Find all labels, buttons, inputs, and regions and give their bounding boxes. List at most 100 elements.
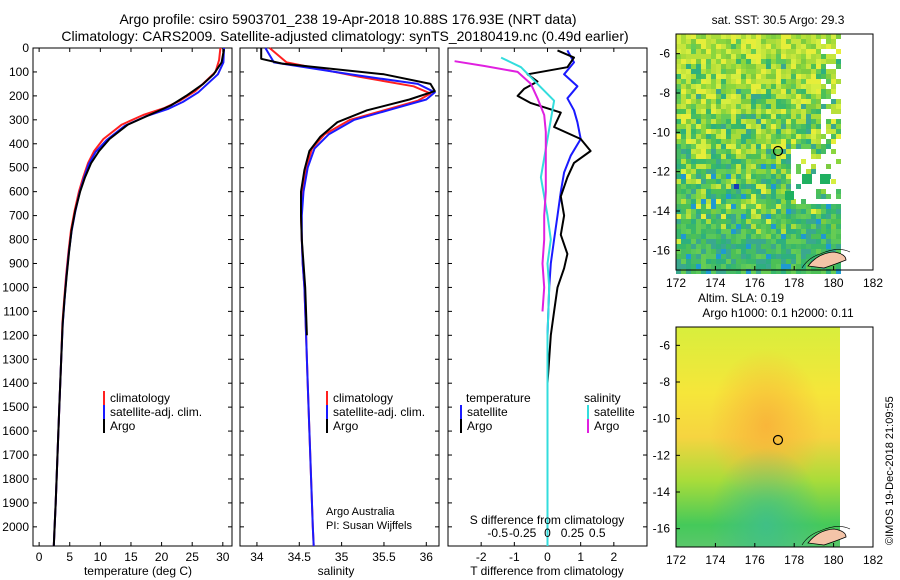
depth-axis-ticks: 0100200300400500600700800900100011001200… bbox=[2, 41, 232, 534]
sst-cell bbox=[706, 194, 711, 199]
sst-cell bbox=[826, 44, 831, 49]
sst-cell bbox=[766, 59, 771, 64]
sst-cell bbox=[826, 229, 831, 234]
sst-cell bbox=[796, 264, 801, 269]
sst-cell bbox=[701, 249, 706, 254]
sst-cell bbox=[791, 244, 796, 249]
sst-cell bbox=[776, 234, 781, 239]
sst-cell bbox=[756, 189, 761, 194]
sst-cell bbox=[696, 109, 701, 114]
sst-cell bbox=[781, 169, 786, 174]
sst-cell bbox=[781, 254, 786, 259]
temperature-axis-label: temperature (deg C) bbox=[84, 564, 192, 578]
sst-cell bbox=[801, 244, 806, 249]
sst-cell bbox=[751, 84, 756, 89]
sst-cell bbox=[781, 174, 786, 179]
sst-cell bbox=[676, 239, 681, 244]
sst-cell bbox=[716, 184, 721, 189]
sst-cell bbox=[816, 129, 821, 134]
sst-cell bbox=[781, 179, 786, 184]
sst-cell bbox=[816, 114, 821, 119]
sst-cell bbox=[726, 144, 731, 149]
sst-cell bbox=[746, 109, 751, 114]
sst-cell bbox=[751, 149, 756, 154]
sst-cell bbox=[681, 159, 686, 164]
sst-cell bbox=[746, 94, 751, 99]
sst-cell bbox=[786, 169, 791, 174]
sst-cell bbox=[676, 39, 681, 44]
x-tick-label: 30 bbox=[216, 550, 230, 564]
attribution-line-1: Argo Australia bbox=[326, 506, 395, 518]
sst-cell bbox=[786, 49, 791, 54]
sst-cell bbox=[776, 164, 781, 169]
t-difference-axis-label: T difference from climatology bbox=[470, 564, 624, 578]
sst-cell bbox=[681, 114, 686, 119]
sst-cell bbox=[771, 199, 776, 204]
sst-cell bbox=[791, 259, 796, 264]
sst-cell bbox=[731, 84, 736, 89]
sst-cell bbox=[816, 39, 821, 44]
sst-cell bbox=[681, 154, 686, 159]
sst-cell bbox=[716, 114, 721, 119]
sst-cell bbox=[801, 239, 806, 244]
sst-cell bbox=[706, 234, 711, 239]
sst-cell bbox=[781, 124, 786, 129]
sst-cell bbox=[756, 134, 761, 139]
sst-cell bbox=[816, 189, 821, 194]
sst-cell bbox=[791, 59, 796, 64]
sst-cell bbox=[726, 94, 731, 99]
sst-cell bbox=[736, 89, 741, 94]
sst-cell bbox=[721, 174, 726, 179]
sst-cell bbox=[796, 99, 801, 104]
sst-cell bbox=[831, 204, 836, 209]
sst-cell bbox=[706, 49, 711, 54]
sst-cell bbox=[766, 239, 771, 244]
legend-label-argo: Argo bbox=[110, 419, 136, 433]
sst-cell bbox=[681, 169, 686, 174]
sst-cell bbox=[756, 164, 761, 169]
sst-cell bbox=[761, 149, 766, 154]
sst-cell bbox=[726, 79, 731, 84]
sst-cell bbox=[761, 264, 766, 269]
sst-cell bbox=[791, 139, 796, 144]
sst-cell bbox=[691, 74, 696, 79]
lon-tick-label: 180 bbox=[824, 276, 844, 290]
sst-cell bbox=[821, 64, 826, 69]
sst-cell bbox=[686, 49, 691, 54]
sst-cell bbox=[816, 119, 821, 124]
sst-cell bbox=[751, 154, 756, 159]
sst-cell bbox=[741, 174, 746, 179]
sst-cell bbox=[781, 69, 786, 74]
sst-cell bbox=[681, 124, 686, 129]
sst-cell bbox=[676, 34, 681, 39]
sst-cell bbox=[736, 69, 741, 74]
sst-cell bbox=[731, 154, 736, 159]
sst-cell bbox=[726, 164, 731, 169]
sst-cell bbox=[806, 234, 811, 239]
sst-cell bbox=[711, 69, 716, 74]
sst-cell bbox=[746, 129, 751, 134]
sst-cell bbox=[681, 209, 686, 214]
lat-tick-label: -6 bbox=[659, 47, 670, 61]
sst-cell bbox=[806, 129, 811, 134]
sst-cell bbox=[781, 209, 786, 214]
sst-cell bbox=[811, 234, 816, 239]
sst-cell bbox=[676, 224, 681, 229]
sst-cell bbox=[761, 214, 766, 219]
sst-cell bbox=[806, 119, 811, 124]
sst-cell bbox=[716, 269, 721, 274]
sst-cell bbox=[746, 169, 751, 174]
sst-cell bbox=[771, 79, 776, 84]
sst-cell bbox=[721, 259, 726, 264]
sst-cell bbox=[811, 49, 816, 54]
sst-cell bbox=[711, 129, 716, 134]
sst-cell bbox=[706, 104, 711, 109]
sst-cell bbox=[716, 229, 721, 234]
sst-cell bbox=[691, 264, 696, 269]
sst-cell bbox=[836, 204, 841, 209]
sst-cell bbox=[771, 114, 776, 119]
sst-cell bbox=[821, 224, 826, 229]
sst-cell bbox=[791, 229, 796, 234]
sst-cell bbox=[786, 139, 791, 144]
sst-cell bbox=[741, 49, 746, 54]
